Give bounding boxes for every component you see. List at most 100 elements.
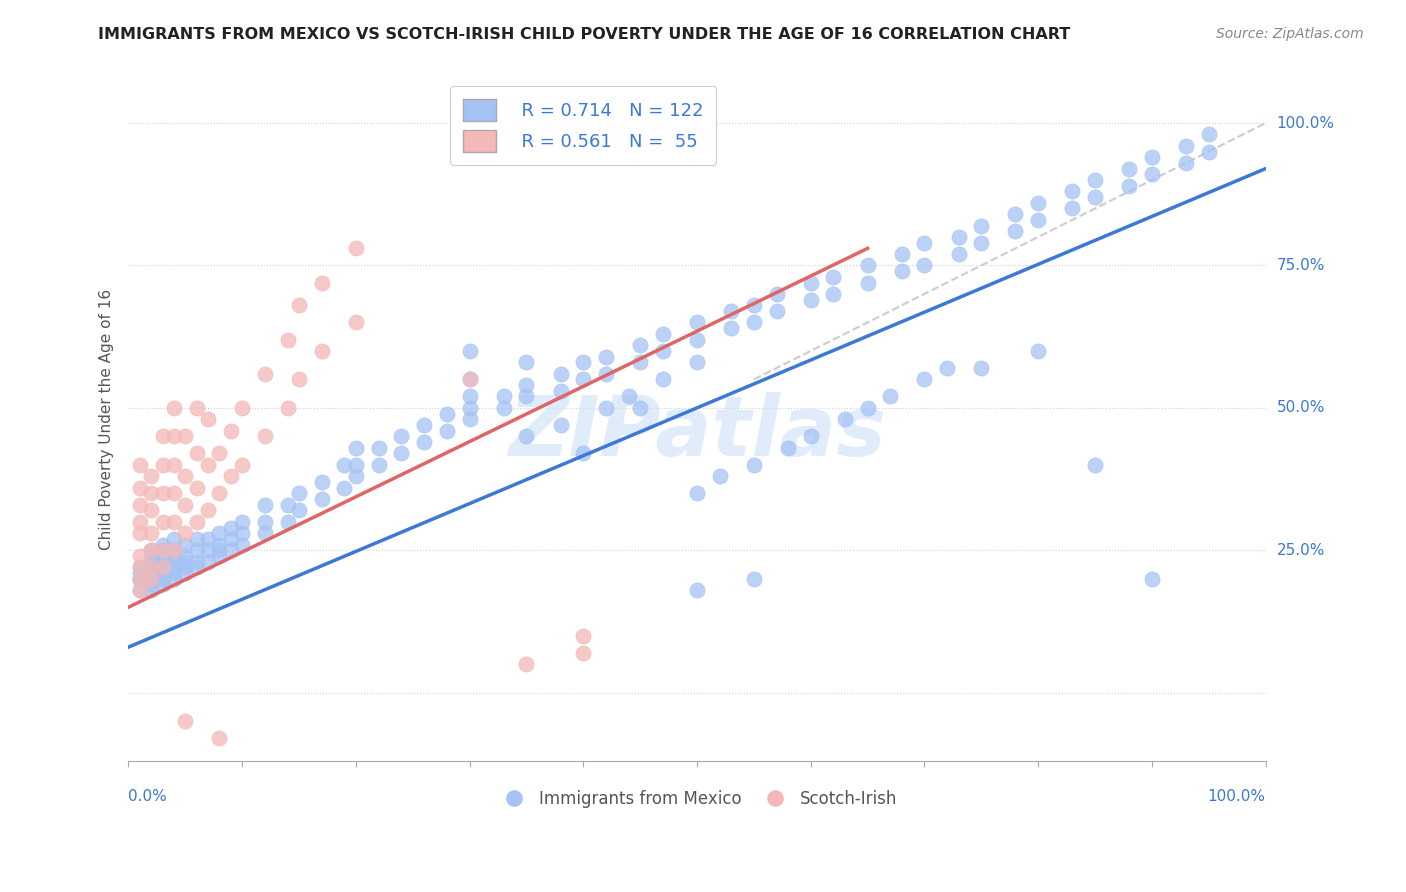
Point: [515, 378, 537, 392]
Point: [219, 543, 242, 558]
Point: [139, 560, 162, 574]
Point: [458, 401, 481, 415]
Point: [186, 481, 208, 495]
Point: [128, 515, 150, 529]
Point: [219, 532, 242, 546]
Point: [720, 321, 742, 335]
Text: Source: ZipAtlas.com: Source: ZipAtlas.com: [1216, 27, 1364, 41]
Point: [231, 526, 253, 541]
Point: [572, 446, 595, 460]
Point: [197, 555, 219, 569]
Point: [651, 343, 673, 358]
Point: [128, 572, 150, 586]
Point: [879, 389, 901, 403]
Point: [1026, 343, 1049, 358]
Point: [1004, 224, 1026, 238]
Point: [914, 372, 936, 386]
Point: [856, 259, 879, 273]
Point: [231, 538, 253, 552]
Point: [219, 520, 242, 534]
Point: [823, 269, 845, 284]
Point: [253, 429, 276, 443]
Text: ZIPatlas: ZIPatlas: [508, 392, 886, 474]
Text: 100.0%: 100.0%: [1277, 116, 1334, 130]
Point: [720, 304, 742, 318]
Point: [458, 372, 481, 386]
Point: [139, 526, 162, 541]
Text: IMMIGRANTS FROM MEXICO VS SCOTCH-IRISH CHILD POVERTY UNDER THE AGE OF 16 CORRELA: IMMIGRANTS FROM MEXICO VS SCOTCH-IRISH C…: [98, 27, 1071, 42]
Point: [128, 583, 150, 598]
Point: [436, 424, 458, 438]
Point: [413, 417, 436, 432]
Point: [163, 549, 186, 563]
Point: [174, 714, 197, 729]
Point: [186, 446, 208, 460]
Point: [277, 498, 299, 512]
Point: [776, 441, 799, 455]
Point: [139, 577, 162, 591]
Point: [970, 361, 993, 376]
Point: [800, 293, 823, 307]
Point: [186, 555, 208, 569]
Point: [436, 407, 458, 421]
Point: [163, 555, 186, 569]
Point: [231, 515, 253, 529]
Point: [139, 572, 162, 586]
Point: [186, 401, 208, 415]
Point: [139, 486, 162, 500]
Point: [1198, 145, 1220, 159]
Point: [1084, 458, 1107, 472]
Point: [174, 538, 197, 552]
Text: 0.0%: 0.0%: [128, 789, 167, 804]
Point: [936, 361, 959, 376]
Point: [1175, 138, 1198, 153]
Point: [1140, 572, 1163, 586]
Point: [152, 429, 174, 443]
Point: [742, 458, 765, 472]
Point: [389, 446, 412, 460]
Point: [686, 333, 709, 347]
Point: [856, 401, 879, 415]
Point: [628, 355, 651, 369]
Point: [152, 538, 174, 552]
Point: [686, 583, 709, 598]
Point: [163, 429, 186, 443]
Point: [139, 572, 162, 586]
Point: [686, 355, 709, 369]
Point: [1198, 128, 1220, 142]
Point: [628, 401, 651, 415]
Point: [128, 560, 150, 574]
Point: [277, 401, 299, 415]
Point: [800, 276, 823, 290]
Legend: Immigrants from Mexico, Scotch-Irish: Immigrants from Mexico, Scotch-Irish: [491, 783, 904, 814]
Point: [139, 566, 162, 580]
Point: [1140, 150, 1163, 164]
Text: 100.0%: 100.0%: [1208, 789, 1265, 804]
Point: [1004, 207, 1026, 221]
Point: [311, 491, 333, 506]
Point: [152, 560, 174, 574]
Point: [208, 486, 231, 500]
Point: [128, 560, 150, 574]
Point: [1062, 202, 1084, 216]
Text: 50.0%: 50.0%: [1277, 401, 1324, 416]
Point: [152, 577, 174, 591]
Point: [1118, 178, 1140, 193]
Point: [550, 367, 572, 381]
Point: [139, 555, 162, 569]
Point: [1084, 190, 1107, 204]
Point: [186, 532, 208, 546]
Point: [139, 503, 162, 517]
Point: [128, 583, 150, 598]
Point: [709, 469, 731, 483]
Point: [163, 515, 186, 529]
Point: [128, 498, 150, 512]
Point: [152, 572, 174, 586]
Y-axis label: Child Poverty Under the Age of 16: Child Poverty Under the Age of 16: [100, 289, 114, 549]
Point: [765, 304, 787, 318]
Point: [367, 441, 389, 455]
Point: [163, 560, 186, 574]
Point: [208, 543, 231, 558]
Point: [174, 549, 197, 563]
Point: [1026, 212, 1049, 227]
